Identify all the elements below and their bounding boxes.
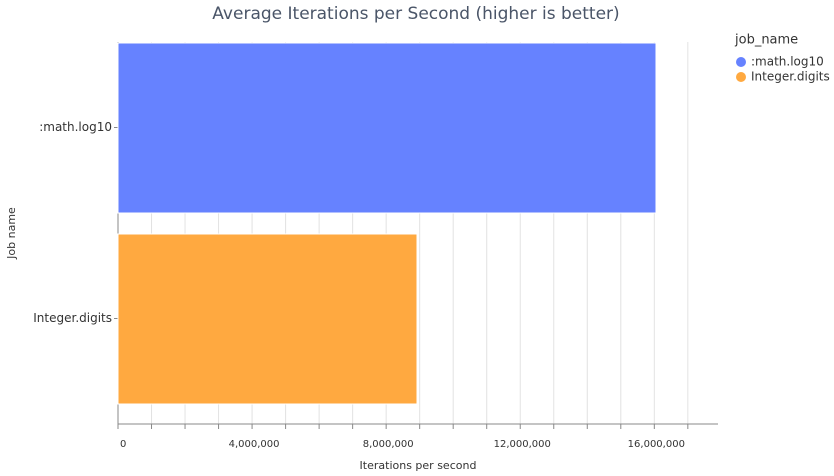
- x-tick-label: 0: [120, 439, 126, 450]
- legend-title: job_name: [734, 33, 798, 48]
- x-tick-label: 8,000,000: [363, 439, 414, 450]
- legend-label: Integer.digits: [751, 70, 830, 84]
- bar: [117, 42, 657, 214]
- y-tick-label: :math.log10: [39, 120, 112, 134]
- legend-swatch: [736, 57, 746, 67]
- x-axis-title: Iterations per second: [360, 459, 477, 472]
- bar: [117, 233, 418, 405]
- y-axis-title: Job name: [5, 207, 18, 260]
- x-tick-label: 16,000,000: [628, 439, 685, 450]
- legend-label: :math.log10: [751, 55, 824, 69]
- y-tick-label: Integer.digits: [33, 311, 112, 325]
- chart-title: Average Iterations per Second (higher is…: [212, 4, 619, 24]
- x-tick-label: 4,000,000: [229, 439, 280, 450]
- x-tick-label: 12,000,000: [494, 439, 551, 450]
- legend-swatch: [736, 72, 746, 82]
